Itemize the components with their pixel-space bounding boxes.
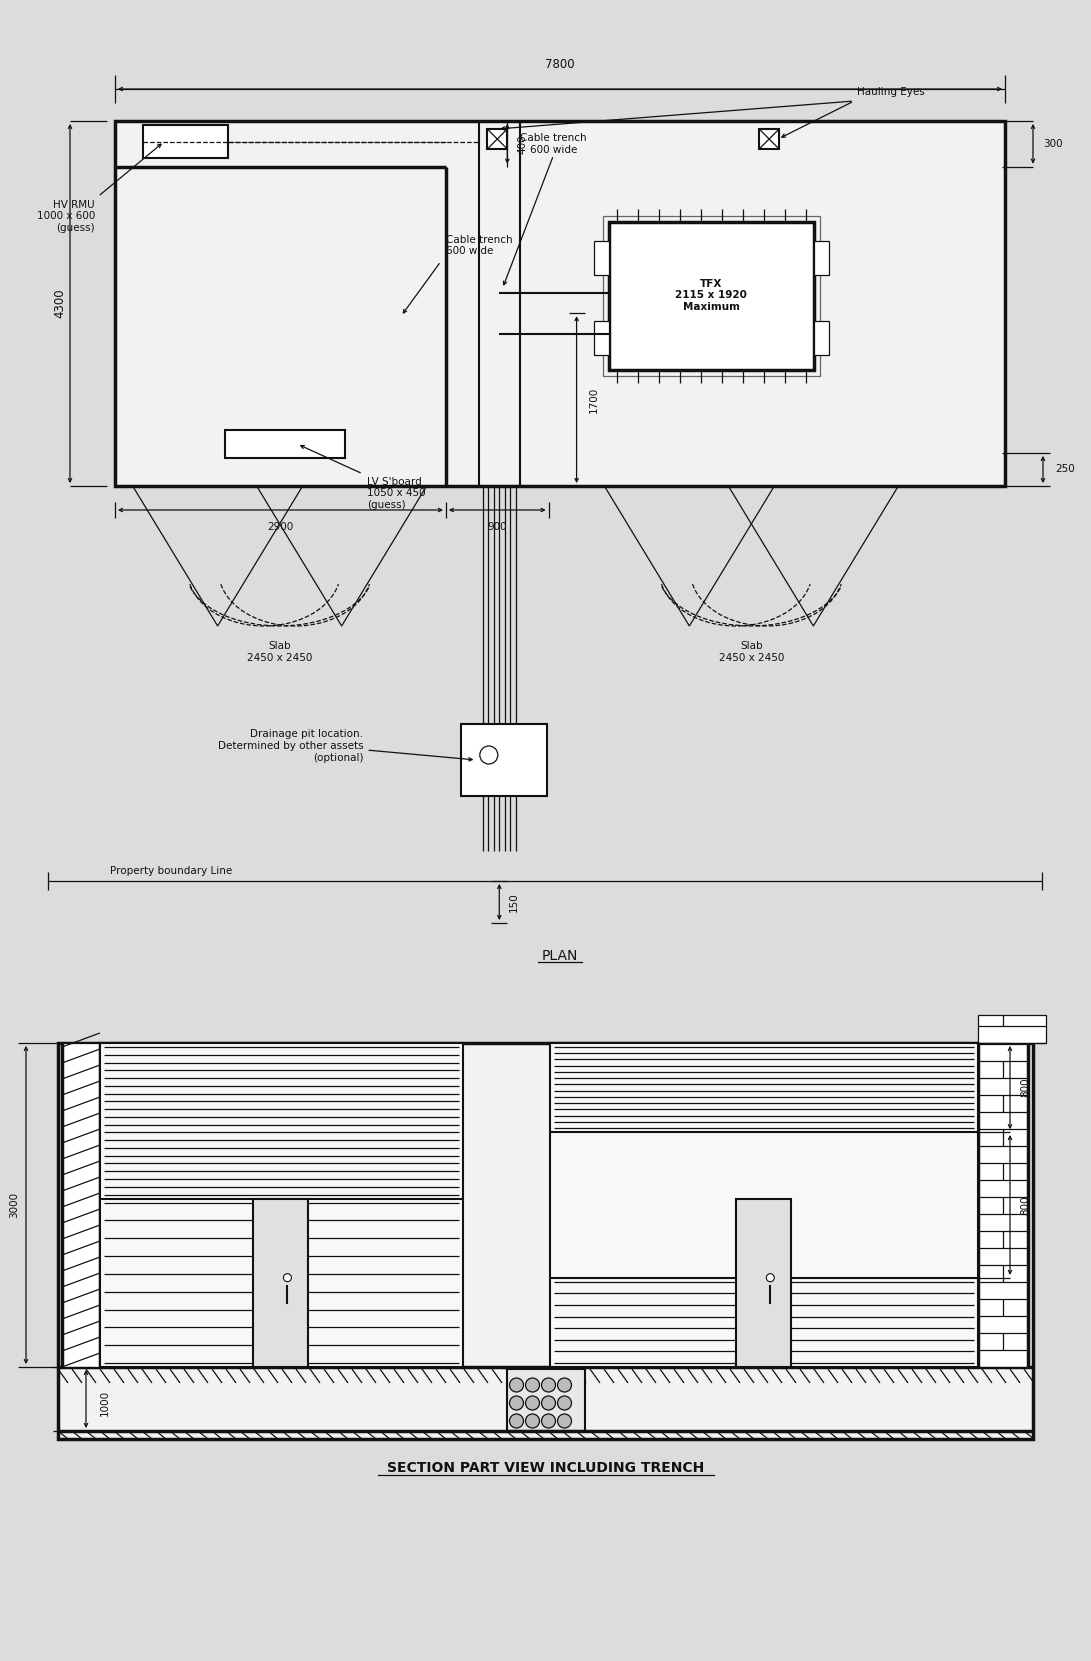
Text: 250: 250 bbox=[1055, 465, 1075, 475]
Bar bbox=[488, 130, 507, 149]
Text: Hauling Eyes: Hauling Eyes bbox=[858, 86, 925, 96]
Text: PLAN: PLAN bbox=[542, 948, 578, 963]
Text: Slab
2450 x 2450: Slab 2450 x 2450 bbox=[247, 641, 312, 663]
Bar bbox=[978, 1015, 1046, 1043]
Bar bbox=[609, 221, 814, 369]
Text: TFX
2115 x 1920
Maximum: TFX 2115 x 1920 Maximum bbox=[675, 279, 747, 312]
Text: Property boundary Line: Property boundary Line bbox=[110, 865, 232, 875]
Circle shape bbox=[558, 1379, 572, 1392]
Bar bbox=[602, 216, 819, 375]
Text: 900: 900 bbox=[488, 522, 507, 532]
Text: 150: 150 bbox=[509, 892, 519, 912]
Bar bbox=[978, 1043, 1028, 1367]
Circle shape bbox=[766, 1274, 775, 1282]
Text: 1700: 1700 bbox=[588, 387, 599, 412]
Circle shape bbox=[541, 1379, 555, 1392]
Circle shape bbox=[509, 1395, 524, 1410]
Text: Cable trench
600 wide: Cable trench 600 wide bbox=[520, 133, 587, 154]
Circle shape bbox=[541, 1414, 555, 1428]
Bar bbox=[100, 1043, 463, 1367]
Bar bbox=[461, 724, 548, 796]
Bar bbox=[253, 1199, 309, 1367]
Text: Slab
2450 x 2450: Slab 2450 x 2450 bbox=[719, 641, 784, 663]
Text: 3000: 3000 bbox=[9, 1193, 19, 1218]
Bar bbox=[814, 241, 828, 274]
Text: 800: 800 bbox=[1020, 1078, 1030, 1098]
Bar bbox=[62, 1043, 100, 1367]
Text: Drainage pit location.
Determined by other assets
(optional): Drainage pit location. Determined by oth… bbox=[218, 729, 363, 762]
Circle shape bbox=[526, 1379, 540, 1392]
Bar bbox=[143, 125, 228, 158]
Circle shape bbox=[526, 1414, 540, 1428]
Text: 4300: 4300 bbox=[53, 289, 67, 319]
Bar bbox=[736, 1199, 791, 1367]
Text: 300: 300 bbox=[1043, 140, 1063, 149]
Bar bbox=[814, 321, 828, 355]
Text: SECTION PART VIEW INCLUDING TRENCH: SECTION PART VIEW INCLUDING TRENCH bbox=[387, 1462, 704, 1475]
Circle shape bbox=[284, 1274, 291, 1282]
Bar bbox=[594, 241, 609, 274]
Text: 800: 800 bbox=[1020, 1196, 1030, 1214]
Circle shape bbox=[541, 1395, 555, 1410]
Text: 1000: 1000 bbox=[100, 1390, 110, 1417]
Circle shape bbox=[558, 1414, 572, 1428]
Bar bbox=[759, 130, 779, 149]
Bar bbox=[550, 1043, 978, 1367]
Circle shape bbox=[558, 1395, 572, 1410]
Bar bbox=[58, 1043, 1033, 1438]
Text: HV RMU
1000 x 600
(guess): HV RMU 1000 x 600 (guess) bbox=[37, 199, 95, 233]
Text: 7800: 7800 bbox=[546, 58, 575, 71]
Bar bbox=[594, 321, 609, 355]
Text: 400: 400 bbox=[517, 135, 527, 153]
Text: LV S'board
1050 x 450
(guess): LV S'board 1050 x 450 (guess) bbox=[367, 477, 425, 510]
Circle shape bbox=[509, 1414, 524, 1428]
Text: 2900: 2900 bbox=[267, 522, 293, 532]
Bar bbox=[115, 121, 1005, 487]
Circle shape bbox=[526, 1395, 540, 1410]
Circle shape bbox=[509, 1379, 524, 1392]
Bar bbox=[225, 430, 345, 458]
Text: Cable trench
600 wide: Cable trench 600 wide bbox=[446, 234, 513, 256]
Bar bbox=[506, 1369, 585, 1432]
